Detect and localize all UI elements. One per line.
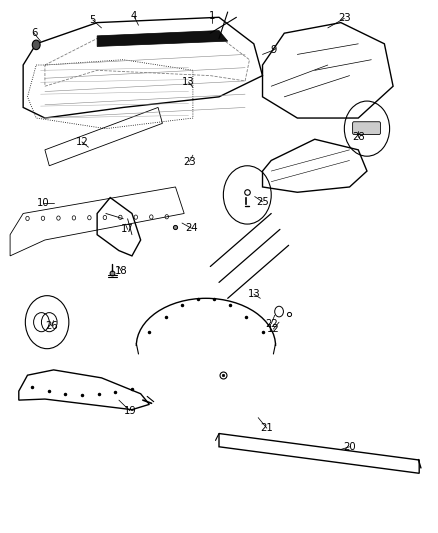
Circle shape	[32, 40, 40, 50]
Text: 22: 22	[265, 319, 278, 329]
Text: 19: 19	[124, 406, 136, 416]
Polygon shape	[97, 30, 228, 46]
Text: 23: 23	[183, 157, 196, 166]
Text: 13: 13	[247, 289, 260, 299]
Text: 18: 18	[115, 266, 127, 276]
Text: 24: 24	[185, 223, 198, 233]
Text: 12: 12	[75, 137, 88, 147]
Text: 10: 10	[36, 198, 49, 208]
Text: 28: 28	[352, 132, 364, 142]
Text: 26: 26	[45, 321, 58, 331]
Text: 20: 20	[343, 442, 356, 452]
Text: 9: 9	[270, 45, 276, 55]
Text: 23: 23	[338, 13, 351, 23]
Text: 4: 4	[131, 11, 137, 21]
Text: 6: 6	[31, 28, 37, 38]
Text: 17: 17	[121, 224, 134, 235]
Text: 1: 1	[209, 11, 215, 21]
Text: 21: 21	[261, 423, 273, 433]
Text: 5: 5	[90, 15, 96, 25]
Text: 25: 25	[256, 197, 269, 207]
Text: 12: 12	[267, 324, 280, 334]
FancyBboxPatch shape	[353, 122, 381, 134]
Text: 13: 13	[182, 77, 195, 87]
